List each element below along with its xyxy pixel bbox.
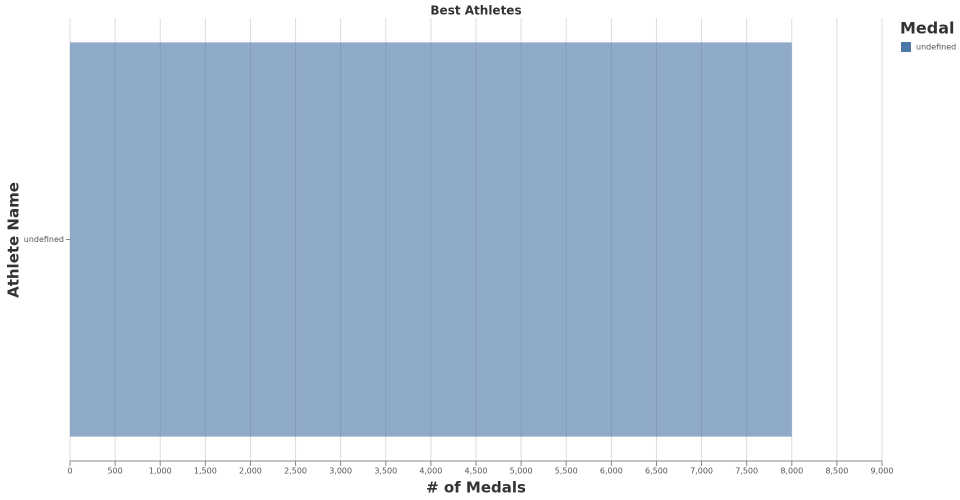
bar: [70, 42, 792, 437]
x-tick-label: 3,000: [329, 467, 352, 476]
x-tick-label: 6,000: [600, 467, 623, 476]
x-tick-label: 1,500: [194, 467, 217, 476]
x-tick-label: 4,000: [419, 467, 442, 476]
legend-swatch: [901, 42, 911, 52]
x-tick-label: 2,500: [284, 467, 307, 476]
x-tick-label: 9,000: [871, 467, 894, 476]
y-tick-label: undefined: [24, 235, 64, 244]
x-axis-title: # of Medals: [426, 479, 526, 497]
x-tick-label: 2,000: [239, 467, 262, 476]
x-tick-label: 4,500: [465, 467, 488, 476]
x-tick-label: 6,500: [645, 467, 668, 476]
x-tick-label: 0: [67, 467, 72, 476]
x-tick-label: 500: [107, 467, 122, 476]
x-tick-label: 5,500: [555, 467, 578, 476]
x-tick-label: 8,000: [780, 467, 803, 476]
legend-title: Medal: [900, 19, 955, 38]
x-tick-label: 7,500: [735, 467, 758, 476]
x-tick-label: 1,000: [149, 467, 172, 476]
chart-title: Best Athletes: [430, 4, 521, 18]
x-tick-label: 5,000: [510, 467, 533, 476]
x-tick-label: 7,000: [690, 467, 713, 476]
x-tick-label: 3,500: [374, 467, 397, 476]
x-tick-label: 8,500: [825, 467, 848, 476]
legend-label: undefined: [916, 43, 956, 52]
y-axis-title: Athlete Name: [5, 182, 23, 298]
